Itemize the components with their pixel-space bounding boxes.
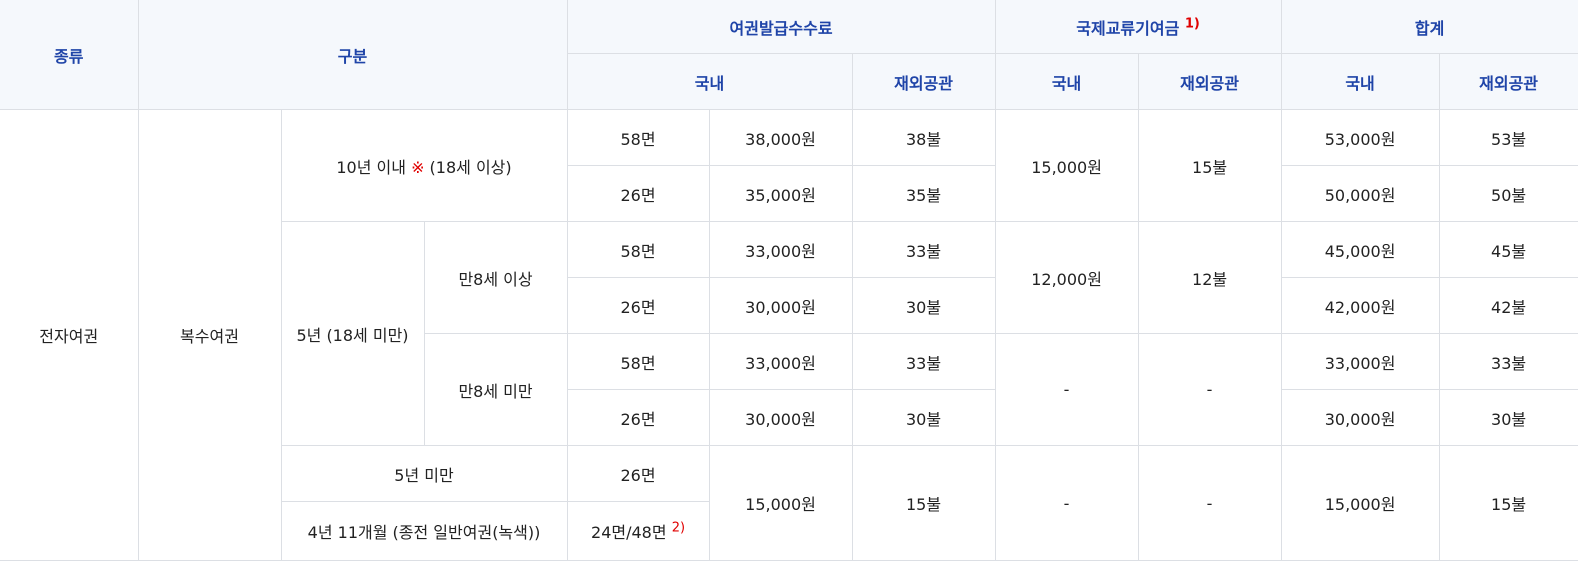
fund-domestic-cell: - <box>994 445 1139 561</box>
pages-cell: 58면 <box>566 333 710 390</box>
ten-year-cell: 10년 이내 ※ (18세 이상) <box>280 109 568 222</box>
table-row: 5년 (18세 미만) 만8세 이상 58면 33,000원 33불 12,00… <box>0 221 1578 446</box>
header-intl-fund-label: 국제교류기여금 <box>1076 18 1180 38</box>
pages-cell: 26면 <box>566 389 710 446</box>
fund-domestic-cell: 12,000원 <box>994 221 1139 334</box>
fee-domestic-cell: 38,000원 <box>708 109 853 166</box>
total-overseas-cell: 45불 <box>1438 221 1578 278</box>
table-row: 전자여권 복수여권 10년 이내 ※ (18세 이상) 58면 38,000원 … <box>0 109 1578 561</box>
fee-overseas-cell: 30불 <box>851 277 996 334</box>
fund-overseas-cell: - <box>1137 333 1282 446</box>
pages-cell: 58면 <box>566 221 710 278</box>
header-fee-domestic: 국내 <box>567 53 853 110</box>
fee-overseas-cell: 30불 <box>851 389 996 446</box>
note-mark: ※ <box>411 157 425 177</box>
kind-cell: 전자여권 <box>0 109 139 561</box>
total-domestic-cell: 33,000원 <box>1280 333 1440 390</box>
fund-domestic-cell: 15,000원 <box>994 109 1139 222</box>
total-domestic-cell: 53,000원 <box>1280 109 1440 166</box>
header-issue-fee: 여권발급수수료 <box>566 0 996 54</box>
pages-cell: 26면 <box>566 277 710 334</box>
green-pages-label: 24면/48면 <box>591 523 667 542</box>
fee-domestic-cell: 33,000원 <box>708 333 853 390</box>
header-total-overseas: 재외공관 <box>1438 53 1578 110</box>
fee-overseas-cell: 38불 <box>851 109 996 166</box>
total-overseas-cell: 53불 <box>1438 109 1578 166</box>
fee-overseas-cell: 35불 <box>851 165 996 222</box>
table-row: 26면 30,000원 30불 30,000원 30불 <box>0 389 1578 446</box>
header-fund-domestic: 국내 <box>994 53 1139 110</box>
green-passport-cell: 4년 11개월 (종전 일반여권(녹색)) <box>280 501 568 561</box>
fee-overseas-cell: 15불 <box>851 445 996 561</box>
fee-overseas-cell: 33불 <box>851 333 996 390</box>
fee-domestic-cell: 33,000원 <box>708 221 853 278</box>
fee-overseas-cell: 33불 <box>851 221 996 278</box>
total-domestic-cell: 30,000원 <box>1280 389 1440 446</box>
total-overseas-cell: 15불 <box>1438 445 1578 561</box>
pages-cell: 58면 <box>566 109 710 166</box>
table-row: 5년 미만 26면 15,000원 15불 - - 15,000원 15불 <box>0 445 1578 561</box>
table-row: 26면 35,000원 35불 50,000원 50불 <box>0 165 1578 222</box>
pages-cell: 26면 <box>566 165 710 222</box>
age8-over-cell: 만8세 이상 <box>423 221 568 334</box>
table-row: 4년 11개월 (종전 일반여권(녹색)) 24면/48면 2) <box>0 501 1578 561</box>
total-overseas-cell: 30불 <box>1438 389 1578 446</box>
five-year-cell: 5년 (18세 미만) <box>280 221 425 446</box>
header-category: 구분 <box>137 0 568 110</box>
fee-domestic-cell: 30,000원 <box>708 389 853 446</box>
header-fee-overseas: 재외공관 <box>851 53 996 110</box>
fee-domestic-cell: 30,000원 <box>708 277 853 334</box>
footnote-1-marker: 1) <box>1184 16 1200 32</box>
header-intl-fund: 국제교류기여금 1) <box>994 0 1282 54</box>
age8-under-cell: 만8세 미만 <box>423 333 568 446</box>
table-row: 만8세 미만 58면 33,000원 33불 - - 33,000원 33불 <box>0 333 1578 446</box>
header-type: 종류 <box>0 0 139 110</box>
pages-cell: 24면/48면 2) <box>566 501 710 561</box>
header-total-domestic: 국내 <box>1280 53 1440 110</box>
fund-overseas-cell: 15불 <box>1137 109 1282 222</box>
total-domestic-cell: 15,000원 <box>1280 445 1440 561</box>
table-row: 26면 30,000원 30불 42,000원 42불 <box>0 277 1578 334</box>
fund-domestic-cell: - <box>994 333 1139 446</box>
total-domestic-cell: 42,000원 <box>1280 277 1440 334</box>
fund-overseas-cell: 12불 <box>1137 221 1282 334</box>
fee-domestic-cell: 15,000원 <box>708 445 853 561</box>
under5-cell: 5년 미만 <box>280 445 568 502</box>
fee-domestic-cell: 35,000원 <box>708 165 853 222</box>
total-domestic-cell: 50,000원 <box>1280 165 1440 222</box>
footnote-2-marker: 2) <box>671 520 686 536</box>
total-overseas-cell: 42불 <box>1438 277 1578 334</box>
total-overseas-cell: 33불 <box>1438 333 1578 390</box>
fund-overseas-cell: - <box>1137 445 1282 561</box>
total-domestic-cell: 45,000원 <box>1280 221 1440 278</box>
pages-cell: 26면 <box>566 445 710 502</box>
passport-type-cell: 복수여권 <box>137 109 282 561</box>
header-total: 합계 <box>1280 0 1578 54</box>
total-overseas-cell: 50불 <box>1438 165 1578 222</box>
header-fund-overseas: 재외공관 <box>1137 53 1282 110</box>
